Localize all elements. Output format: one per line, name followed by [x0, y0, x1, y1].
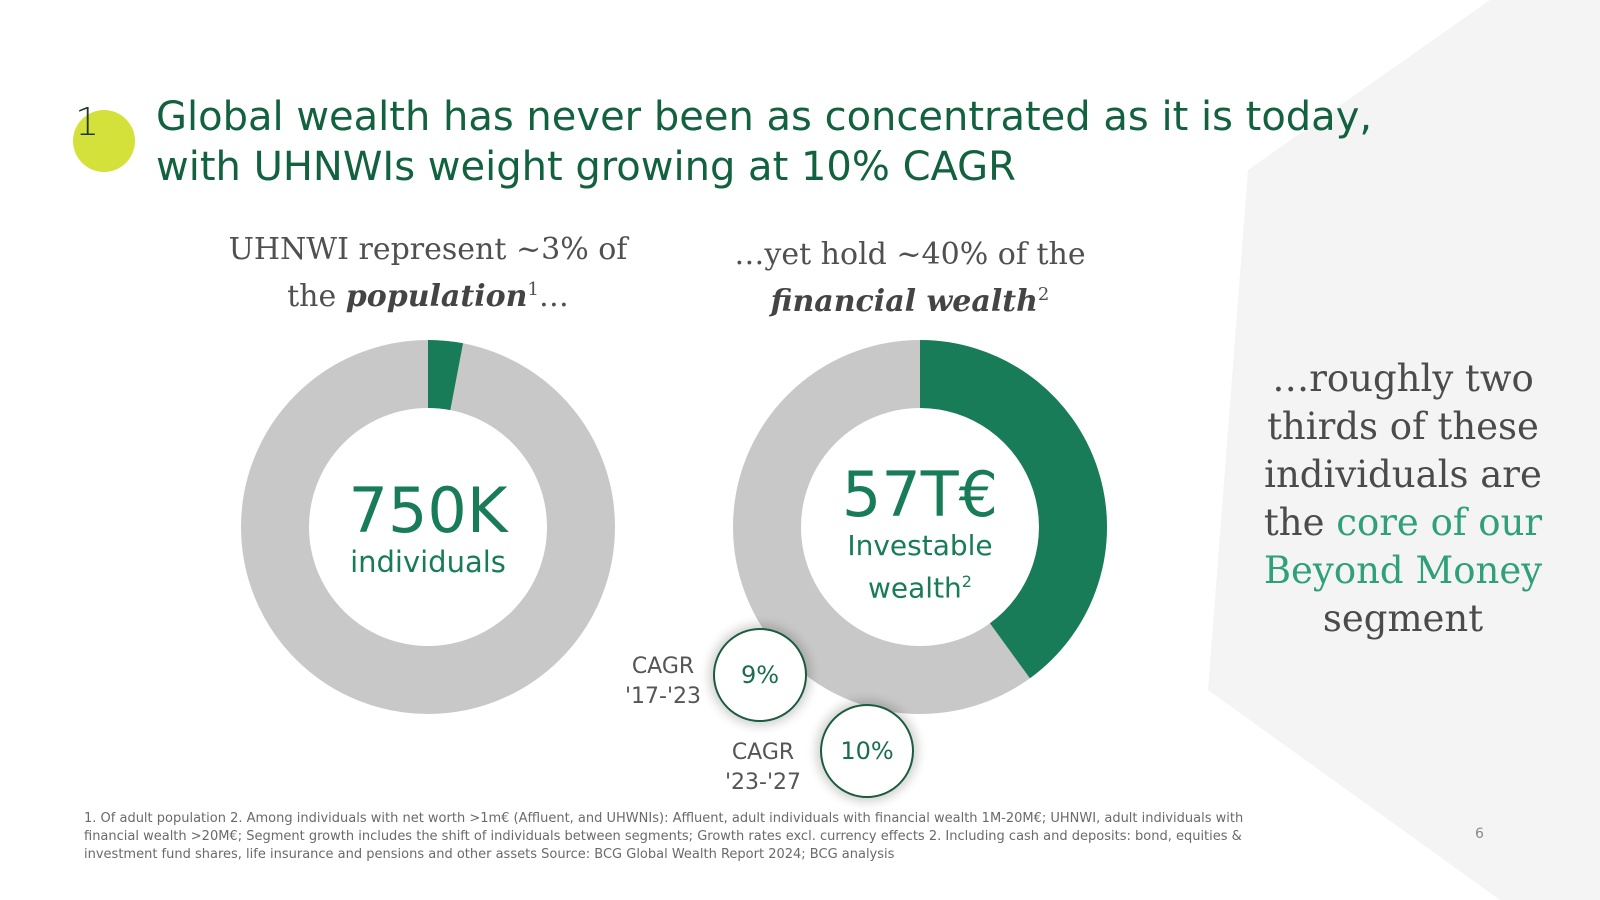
right-text-line-1: …roughly two [1272, 357, 1534, 400]
wealth-unit-line-1: Investable [847, 529, 993, 562]
right-text-line-4: the core of our [1248, 499, 1558, 547]
cagr-label-23-27: CAGR '23-'27 [708, 738, 818, 798]
wealth-unit-word: wealth [868, 571, 962, 605]
wealth-donut-uhnwi-segment [919, 340, 1107, 679]
cagr-label-17-23-line-1: CAGR [631, 654, 695, 679]
cagr-bubble-17-23: 9% [713, 628, 807, 722]
right-chart-caption: …yet hold ~40% of the financial wealth2 [710, 235, 1110, 322]
page-title: Global wealth has never been as concentr… [156, 92, 1406, 192]
page-number: 6 [1475, 826, 1484, 842]
right-caption-line-2: financial wealth2 [710, 275, 1110, 322]
footnote-line-3: investment fund shares, life insurance a… [84, 847, 895, 862]
right-text-line-4-plain: the [1263, 501, 1337, 544]
wealth-unit-sup: 2 [961, 572, 972, 591]
right-text-line-4-accent: core of our [1336, 501, 1543, 544]
left-caption-sup: 1 [527, 279, 539, 300]
population-value: 750K [348, 474, 508, 547]
page-title-line-2: with UHNWIs weight growing at 10% CAGR [156, 144, 1016, 190]
wealth-donut [733, 340, 1107, 714]
left-caption-line-1: UHNWI represent ~3% of [228, 232, 628, 267]
wealth-value: 57T€ [841, 458, 999, 531]
section-marker [73, 110, 135, 172]
section-number: 1 [75, 100, 100, 144]
right-caption-emphasis: financial wealth [770, 284, 1038, 319]
beyond-money-text: …roughly two thirds of these individuals… [1248, 355, 1558, 643]
right-text-line-6: segment [1322, 597, 1484, 640]
wealth-center-text: 57T€ Investable wealth2 [790, 462, 1050, 606]
cagr-label-17-23: CAGR '17-'23 [608, 652, 718, 712]
page-title-line-1: Global wealth has never been as concentr… [156, 94, 1373, 140]
left-chart-caption: UHNWI represent ~3% of the population1… [228, 230, 628, 317]
left-caption-the: the [287, 279, 346, 314]
left-caption-tail: … [538, 279, 569, 314]
population-unit: individuals [350, 545, 506, 579]
cagr-label-23-27-line-1: CAGR [731, 740, 795, 765]
cagr-label-23-27-line-2: '23-'27 [724, 770, 802, 795]
right-text-line-3: individuals are [1264, 453, 1542, 496]
footnote: 1. Of adult population 2. Among individu… [84, 810, 1374, 864]
right-text-line-5: Beyond Money [1263, 549, 1543, 592]
right-caption-sup: 2 [1037, 284, 1050, 305]
right-caption-line-1: …yet hold ~40% of the [734, 237, 1086, 272]
population-donut-uhnwi-segment [427, 340, 464, 411]
population-donut [241, 340, 615, 714]
footnote-line-2: financial wealth >20M€; Segment growth i… [84, 829, 1242, 844]
left-caption-emphasis: population [345, 279, 528, 314]
cagr-label-17-23-line-2: '17-'23 [624, 684, 702, 709]
wealth-unit-line-2: wealth2 [790, 564, 1050, 606]
right-text-line-2: thirds of these [1267, 405, 1539, 448]
left-caption-line-2: the population1… [228, 270, 628, 317]
cagr-bubble-23-27: 10% [820, 704, 914, 798]
population-center-text: 750K individuals [298, 478, 558, 580]
footnote-line-1: 1. Of adult population 2. Among individu… [84, 811, 1244, 826]
